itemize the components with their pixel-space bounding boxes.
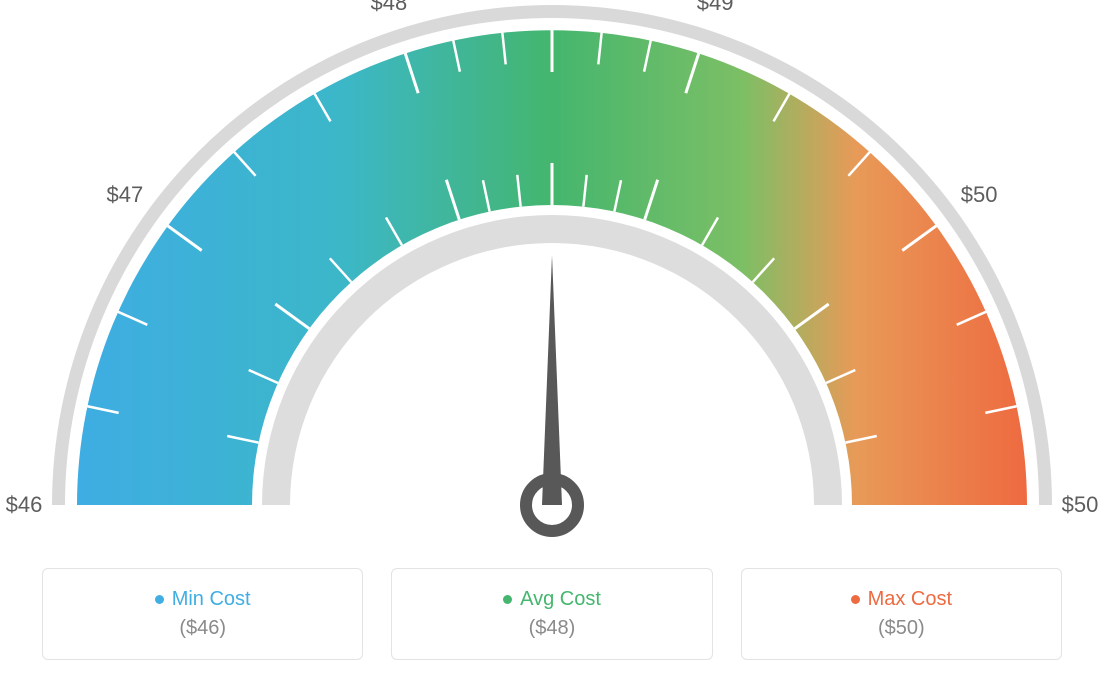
gauge-tick-label: $48 (370, 0, 407, 16)
gauge-tick-label: $50 (1062, 492, 1099, 518)
legend-value: ($50) (878, 617, 925, 640)
legend-dot-icon (155, 595, 164, 604)
gauge-needle (542, 255, 562, 505)
legend-value: ($46) (179, 617, 226, 640)
gauge-svg (0, 0, 1104, 560)
legend-dot-icon (851, 595, 860, 604)
legend-label: Min Cost (172, 588, 251, 611)
gauge-tick-label: $47 (106, 182, 143, 208)
gauge-tick-label: $46 (6, 492, 43, 518)
legend: Min Cost ($46) Avg Cost ($48) Max Cost ($50) (42, 568, 1062, 660)
legend-title: Min Cost (155, 588, 251, 611)
legend-dot-icon (503, 595, 512, 604)
legend-card-max: Max Cost ($50) (741, 568, 1062, 660)
gauge-tick-label: $50 (961, 182, 998, 208)
legend-label: Max Cost (868, 588, 952, 611)
legend-card-avg: Avg Cost ($48) (391, 568, 712, 660)
cost-gauge-chart: Min Cost($46)Avg Cost($48)Max Cost($50) … (0, 0, 1104, 690)
legend-label: Avg Cost (520, 588, 601, 611)
legend-card-min: Min Cost ($46) (42, 568, 363, 660)
legend-value: ($48) (529, 617, 576, 640)
legend-title: Avg Cost (503, 588, 601, 611)
legend-title: Max Cost (851, 588, 952, 611)
gauge-tick-label: $49 (697, 0, 734, 16)
